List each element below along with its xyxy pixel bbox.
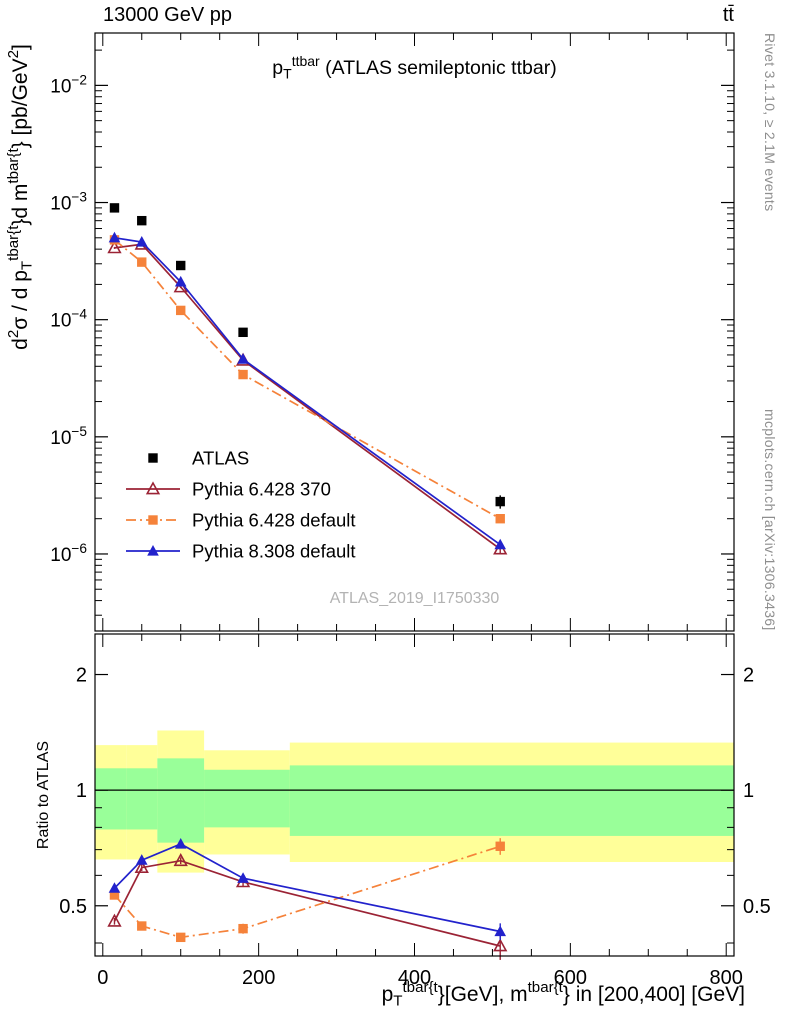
main-panel-frame [94, 32, 735, 632]
svg-text:10−5: 10−5 [50, 424, 87, 449]
svg-text:Pythia 6.428 default: Pythia 6.428 default [192, 510, 356, 531]
svg-text:pTttbar (ATLAS semileptonic tt: pTttbar (ATLAS semileptonic ttbar) [272, 53, 556, 82]
svg-text:ATLAS_2019_I1750330: ATLAS_2019_I1750330 [330, 590, 500, 607]
svg-text:10−4: 10−4 [50, 307, 87, 332]
series-pythia-8-308-default [108, 231, 507, 941]
y-axis-ticks-main: 10−6 10−5 10−4 10−3 10−2 [50, 49, 734, 616]
rivet-version-note: Rivet 3.1.10, ≥ 2.1M events [762, 33, 778, 212]
svg-text:Ratio to ATLAS: Ratio to ATLAS [35, 741, 52, 849]
svg-text:200: 200 [242, 967, 275, 989]
svg-text:0: 0 [97, 967, 108, 989]
ratio-uncertainty-bands [95, 730, 734, 873]
main-line [113, 239, 501, 520]
legend-item-pythia-8-308-default: Pythia 8.308 default [126, 541, 356, 562]
svg-text:0.5: 0.5 [743, 896, 771, 918]
series-atlas [109, 203, 505, 509]
legend-item-atlas: ATLAS [148, 448, 249, 469]
green-band [126, 768, 158, 830]
x-axis-ticks: 0 200 400 600 800 [97, 33, 743, 989]
svg-text:2: 2 [743, 665, 754, 687]
axis-labels: pTttbar (ATLAS semileptonic ttbar) d2σ / … [5, 44, 745, 1009]
green-band [289, 765, 734, 836]
svg-text:10−6: 10−6 [50, 541, 87, 566]
series-pythia-6-428-default [109, 235, 505, 943]
svg-text:Pythia 8.308 default: Pythia 8.308 default [192, 541, 356, 562]
legend: ATLAS Pythia 6.428 370 Pythia 6.428 defaul… [126, 448, 356, 562]
green-band [95, 768, 127, 830]
svg-text:2: 2 [76, 665, 87, 687]
green-band [204, 769, 290, 828]
process-label: tt̄ [722, 4, 734, 26]
svg-text:pTtbar{t}[GeV], mtbar{t} in [2: pTtbar{t}[GeV], mtbar{t} in [200,400] [G… [382, 979, 745, 1009]
svg-text:400: 400 [398, 967, 431, 989]
y-axis-ticks-ratio: 0.5 0.5 1 1 2 2 [59, 665, 771, 944]
svg-text:1: 1 [76, 780, 87, 802]
svg-text:10−3: 10−3 [50, 190, 87, 215]
svg-text:800: 800 [710, 967, 743, 989]
ratio-line [113, 859, 501, 947]
svg-text:10−2: 10−2 [50, 72, 87, 97]
svg-text:1: 1 [743, 780, 754, 802]
svg-text:ATLAS: ATLAS [192, 448, 249, 469]
svg-text:Pythia 6.428 370: Pythia 6.428 370 [192, 479, 331, 500]
green-band [157, 758, 205, 843]
legend-item-pythia-6-428-default: Pythia 6.428 default [126, 510, 356, 531]
svg-text:d2σ / d pTtbar{t}d mtbar{t} [p: d2σ / d pTtbar{t}d mtbar{t} [pb/GeV2] [5, 44, 35, 350]
svg-text:0.5: 0.5 [59, 896, 87, 918]
beam-energy-label: 13000 GeV pp [103, 4, 232, 26]
legend-item-pythia-6-428-370: Pythia 6.428 370 [126, 479, 331, 500]
mcplots-note: mcplots.cern.ch [arXiv:1306.3436] [762, 409, 778, 631]
svg-text:600: 600 [554, 967, 587, 989]
